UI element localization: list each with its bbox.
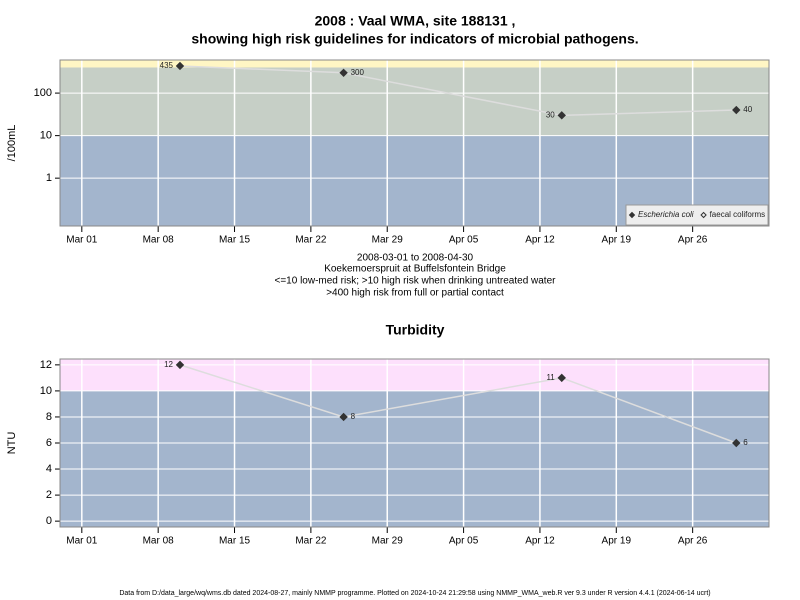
value-label: 8 bbox=[351, 412, 356, 421]
footer: Data from D:/data_large/wq/wms.db dated … bbox=[119, 590, 710, 597]
x-tick-label: Apr 05 bbox=[449, 536, 479, 547]
value-label: 30 bbox=[546, 110, 555, 119]
y-tick-label: 10 bbox=[40, 385, 52, 397]
data-point bbox=[557, 111, 566, 120]
subtitle: >400 high risk from full or partial cont… bbox=[326, 288, 504, 299]
data-point bbox=[732, 438, 741, 448]
data-point bbox=[339, 68, 348, 78]
legend-box bbox=[625, 204, 769, 226]
x-tick-label: Mar 08 bbox=[143, 235, 175, 246]
y-tick-label: 10 bbox=[40, 130, 52, 142]
series-line bbox=[179, 65, 737, 117]
x-tick-label: Mar 01 bbox=[66, 235, 98, 246]
x-tick-label: Apr 12 bbox=[525, 235, 555, 246]
legend-marker bbox=[628, 211, 636, 219]
y-tick-label: 1 bbox=[46, 172, 52, 184]
legend-label: Escherichia coli bbox=[638, 210, 694, 219]
x-tick-label: Apr 26 bbox=[678, 536, 708, 547]
x-tick-label: Mar 22 bbox=[295, 536, 327, 547]
risk-band bbox=[60, 60, 769, 68]
data-point bbox=[339, 412, 348, 422]
x-tick-label: Mar 15 bbox=[219, 235, 251, 246]
plot-frame bbox=[59, 59, 770, 227]
x-tick-label: Apr 19 bbox=[602, 235, 632, 246]
chart-title: showing high risk guidelines for indicat… bbox=[191, 31, 638, 47]
x-tick-label: Apr 26 bbox=[678, 235, 708, 246]
x-tick-label: Mar 15 bbox=[219, 536, 251, 547]
series-line bbox=[179, 364, 737, 444]
y-axis-label: /100mL bbox=[6, 125, 18, 162]
y-tick-label: 12 bbox=[40, 359, 52, 371]
x-tick-label: Mar 01 bbox=[66, 536, 98, 547]
risk-band bbox=[60, 390, 769, 527]
y-tick-label: 0 bbox=[46, 515, 52, 527]
value-label: 435 bbox=[160, 61, 174, 70]
risk-band bbox=[60, 67, 769, 136]
x-tick-label: Apr 05 bbox=[449, 235, 479, 246]
subtitle: <=10 low-med risk; >10 high risk when dr… bbox=[275, 276, 557, 287]
x-tick-label: Mar 29 bbox=[372, 536, 404, 547]
value-label: 300 bbox=[351, 68, 365, 77]
y-tick-label: 4 bbox=[46, 463, 52, 475]
legend-label: faecal coliforms bbox=[710, 210, 766, 219]
data-point bbox=[175, 61, 185, 71]
legend-marker bbox=[700, 211, 707, 219]
chart-title: Turbidity bbox=[386, 322, 445, 338]
x-tick-label: Mar 08 bbox=[143, 536, 175, 547]
y-axis-label: NTU bbox=[6, 432, 18, 455]
x-tick-label: Mar 22 bbox=[295, 235, 327, 246]
data-point bbox=[175, 360, 185, 370]
y-tick-label: 6 bbox=[46, 437, 52, 449]
y-tick-label: 2 bbox=[46, 489, 52, 501]
x-tick-label: Apr 19 bbox=[602, 536, 632, 547]
data-point bbox=[732, 105, 741, 115]
chart-title: 2008 : Vaal WMA, site 188131 , bbox=[315, 13, 516, 29]
data-point bbox=[557, 373, 566, 383]
plot-frame bbox=[59, 358, 770, 528]
value-label: 40 bbox=[743, 105, 752, 114]
y-tick-label: 100 bbox=[34, 87, 52, 99]
x-tick-label: Mar 29 bbox=[372, 235, 404, 246]
x-tick-label: Apr 12 bbox=[525, 536, 555, 547]
value-label: 6 bbox=[743, 438, 748, 447]
subtitle: Koekemoerspruit at Buffelsfontein Bridge bbox=[324, 264, 506, 275]
value-label: 12 bbox=[164, 360, 173, 369]
value-label: 11 bbox=[546, 373, 555, 382]
y-tick-label: 8 bbox=[46, 411, 52, 423]
subtitle: 2008-03-01 to 2008-04-30 bbox=[357, 253, 474, 264]
